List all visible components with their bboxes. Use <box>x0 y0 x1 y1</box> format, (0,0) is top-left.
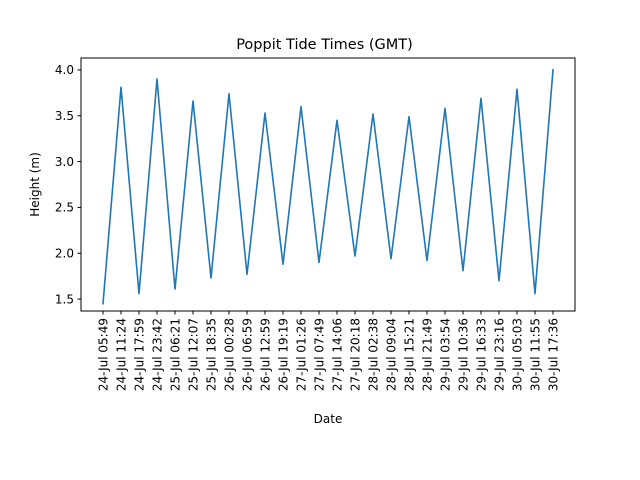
x-tick-label: 28-Jul 15:21 <box>402 318 416 391</box>
y-tick-label: 3.5 <box>55 109 74 123</box>
x-tick-label: 28-Jul 21:49 <box>420 318 434 391</box>
x-tick-label: 24-Jul 17:59 <box>132 318 146 391</box>
x-tick-label: 28-Jul 09:04 <box>384 318 398 391</box>
tide-data-point <box>372 113 374 115</box>
tide-data-point <box>354 255 356 257</box>
y-tick-label: 1.5 <box>55 292 74 306</box>
plot-frame <box>80 57 576 312</box>
x-tick-label: 27-Jul 07:49 <box>312 318 326 391</box>
tide-data-point <box>282 263 284 265</box>
tide-data-point <box>174 288 176 290</box>
tide-data-point <box>120 86 122 88</box>
x-tick-label: 26-Jul 19:19 <box>276 318 290 391</box>
x-tick-label: 26-Jul 06:59 <box>240 318 254 391</box>
x-tick-label: 26-Jul 00:28 <box>222 318 236 391</box>
x-tick-label: 28-Jul 02:38 <box>366 318 380 391</box>
x-tick-label: 27-Jul 14:06 <box>330 318 344 391</box>
tide-data-point <box>336 119 338 121</box>
y-tick-label: 3.0 <box>55 155 74 169</box>
x-tick-label: 29-Jul 03:54 <box>438 318 452 391</box>
tide-data-point <box>210 277 212 279</box>
plot-area: 1.5 2.0 2.5 3.0 3.5 4.0 24-Jul 05:49 24-Jul 11:… <box>55 63 560 391</box>
x-tick-label: 24-Jul 05:49 <box>96 318 110 391</box>
x-tick-label: 30-Jul 11:55 <box>528 318 542 391</box>
x-axis-label: Date <box>314 412 343 426</box>
tide-data-point <box>138 292 140 294</box>
tide-data-point <box>264 112 266 114</box>
x-tick-label: 26-Jul 12:59 <box>258 318 272 391</box>
x-tick-label: 25-Jul 12:07 <box>186 318 200 391</box>
tide-data-point <box>426 259 428 261</box>
tide-data-point <box>102 302 104 304</box>
tide-data-point <box>318 261 320 263</box>
y-tick-label: 2.5 <box>55 201 74 215</box>
tide-data-point <box>246 273 248 275</box>
x-tick-label: 24-Jul 11:24 <box>114 318 128 391</box>
tide-data-point <box>390 258 392 260</box>
tide-data-point <box>444 107 446 109</box>
tide-data-point <box>552 69 554 71</box>
x-tick-label: 30-Jul 17:36 <box>546 318 560 391</box>
tide-data-point <box>516 88 518 90</box>
y-tick-label: 4.0 <box>55 63 74 77</box>
tide-data-point <box>156 78 158 80</box>
tide-data-point <box>228 93 230 95</box>
tide-data-point <box>534 292 536 294</box>
y-tick-label: 2.0 <box>55 246 74 260</box>
tide-data-point <box>480 97 482 99</box>
x-tick-label: 29-Jul 16:33 <box>474 318 488 391</box>
y-axis-label: Height (m) <box>28 152 42 217</box>
x-tick-label: 25-Jul 18:35 <box>204 318 218 391</box>
x-tick-label: 30-Jul 05:03 <box>510 318 524 391</box>
x-tick-label: 25-Jul 06:21 <box>168 318 182 391</box>
x-tick-label: 29-Jul 23:16 <box>492 318 506 391</box>
x-tick-label: 29-Jul 10:36 <box>456 318 470 391</box>
tide-data-point <box>192 100 194 102</box>
chart-title: Poppit Tide Times (GMT) <box>236 37 413 53</box>
tide-data-point <box>498 280 500 282</box>
x-tick-label: 27-Jul 20:18 <box>348 318 362 391</box>
x-tick-label: 24-Jul 23:42 <box>150 318 164 391</box>
tide-data-point <box>462 269 464 271</box>
tide-data-point <box>300 105 302 107</box>
tide-data-point <box>408 115 410 117</box>
tide-height-line <box>102 69 554 305</box>
x-tick-label: 27-Jul 01:26 <box>294 318 308 391</box>
